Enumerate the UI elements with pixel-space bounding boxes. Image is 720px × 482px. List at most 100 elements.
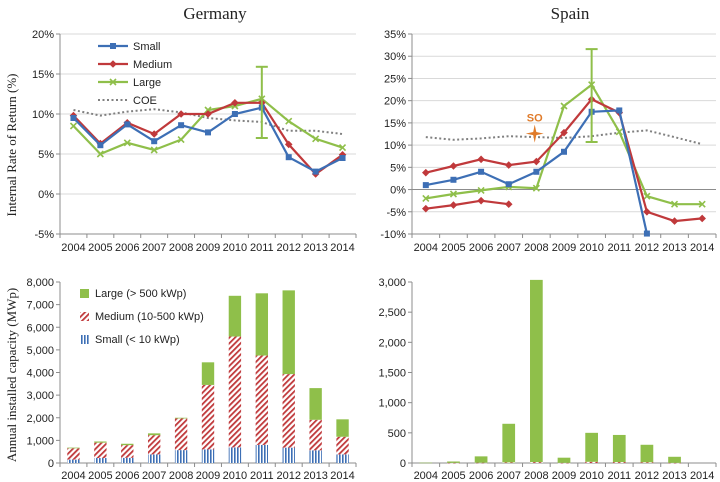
x-tick-label: 2010 [579, 470, 603, 482]
legend-label-small: Small [133, 41, 161, 53]
x-tick-label: 2004 [414, 242, 438, 254]
x-tick-label: 2008 [169, 242, 193, 254]
legend-label-medium: Medium [133, 59, 172, 71]
bar-large [147, 433, 161, 436]
x-tick-label: 2007 [142, 470, 166, 482]
legend-label-small: Small (< 10 kWp) [95, 334, 180, 346]
x-tick-label: 2004 [414, 470, 438, 482]
data-point-small [97, 142, 104, 149]
x-tick-label: 2005 [441, 242, 465, 254]
bar-small [228, 447, 242, 463]
data-point-medium [204, 110, 212, 118]
bar-large [121, 443, 134, 446]
x-tick-label: 2014 [330, 470, 354, 482]
y-tick-label: 1,500 [378, 368, 406, 380]
data-point-small [561, 148, 567, 155]
data-point-large [532, 184, 540, 192]
y-tick-label: 1,000 [26, 435, 54, 447]
bar-large [336, 419, 349, 437]
legend-marker-medium [109, 60, 117, 68]
x-tick-label: 2009 [552, 242, 576, 254]
data-point-large [422, 194, 430, 203]
x-tick-label: 2007 [496, 242, 520, 254]
x-tick-label: 2006 [469, 470, 493, 482]
x-tick-label: 2013 [662, 470, 686, 482]
y-tick-label: 30% [384, 51, 406, 63]
y-tick-label: -10% [380, 229, 406, 241]
y-tick-label: 0 [48, 458, 54, 470]
y-tick-label: 15% [32, 69, 54, 81]
series-line-large [425, 83, 703, 206]
x-tick-label: 2012 [635, 470, 659, 482]
bar-large [585, 432, 598, 462]
chart-spain-capacity: 0 500 1,000 1,500 2,000 2,500 3,000 2004 2005 200… [378, 277, 717, 482]
y-tick-label: 2,000 [378, 337, 406, 349]
bar-small [255, 444, 269, 463]
x-tick-label: 2012 [635, 242, 659, 254]
bar-medium [668, 462, 681, 464]
x-tick-label: 2014 [330, 242, 354, 254]
x-tick-label: 2011 [607, 470, 631, 482]
series-line-coe [73, 108, 343, 135]
data-point-small [124, 121, 131, 128]
y-tick-label: 1,000 [378, 398, 406, 410]
data-point-medium [231, 99, 239, 107]
bar-medium [309, 419, 322, 451]
bar-large [668, 456, 681, 463]
data-point-large [698, 200, 706, 208]
data-point-large [477, 186, 485, 195]
legend-swatch-large [80, 289, 89, 298]
data-point-small [339, 155, 346, 161]
bar-large [201, 362, 215, 385]
bar-medium [282, 374, 295, 448]
series-line-coe [425, 129, 703, 146]
y-tick-label: 5% [390, 162, 406, 174]
data-point-medium [504, 161, 513, 169]
bar-small [282, 447, 295, 463]
x-tick-label: 2013 [662, 242, 686, 254]
data-point-small [478, 168, 485, 175]
y-tick-label: -5% [386, 207, 406, 219]
y-tick-label: 15% [384, 118, 406, 130]
title-germany: Germany [183, 4, 247, 23]
data-point-medium [449, 201, 458, 209]
legend-label-large: Large (> 500 kWp) [95, 288, 186, 300]
data-point-large [560, 102, 568, 110]
data-point-medium [532, 157, 541, 166]
data-point-large [96, 150, 104, 158]
legend-label-medium: Medium (10-500 kWp) [95, 311, 204, 323]
x-tick-label: 2014 [690, 470, 714, 482]
bar-medium [147, 435, 161, 455]
y-tick-label: 2,000 [26, 413, 54, 425]
data-point-small [205, 129, 211, 136]
bar-medium [530, 462, 543, 463]
data-point-medium [177, 110, 185, 118]
bar-small [309, 450, 322, 463]
data-point-large [615, 128, 623, 136]
data-point-medium [477, 155, 485, 164]
bar-large [640, 444, 654, 463]
data-point-large [285, 117, 293, 125]
x-tick-label: 2013 [303, 242, 327, 254]
x-tick-label: 2010 [579, 242, 603, 254]
legend-label-coe: COE [133, 95, 157, 107]
bar-medium [336, 436, 349, 455]
legend-marker-small [110, 43, 116, 49]
data-point-small [312, 168, 319, 175]
chart-germany-capacity: 0 1,000 2,000 3,000 4,000 5,000 6,000 7,000 8,00… [26, 277, 357, 482]
bar-large [612, 434, 626, 463]
series-line-large [72, 97, 343, 156]
y-tick-label: 3,000 [378, 277, 406, 289]
data-point-medium [284, 140, 293, 149]
bar-medium [502, 462, 516, 463]
y-tick-label: 35% [384, 29, 406, 41]
bar-large [557, 457, 571, 463]
data-point-small [533, 168, 540, 175]
data-point-large [150, 146, 158, 154]
y-tick-label: 10% [384, 140, 406, 152]
data-point-medium [422, 204, 430, 213]
chart-spain-irr: -10% -5% 0% 5% 10% 15% 20% 25% 30% 35% 2004 2005 200… [380, 29, 717, 254]
series-line-medium-low [425, 199, 509, 210]
ylabel-irr: Internal Rate of Return (%) [4, 74, 19, 217]
bar-medium [640, 462, 654, 463]
